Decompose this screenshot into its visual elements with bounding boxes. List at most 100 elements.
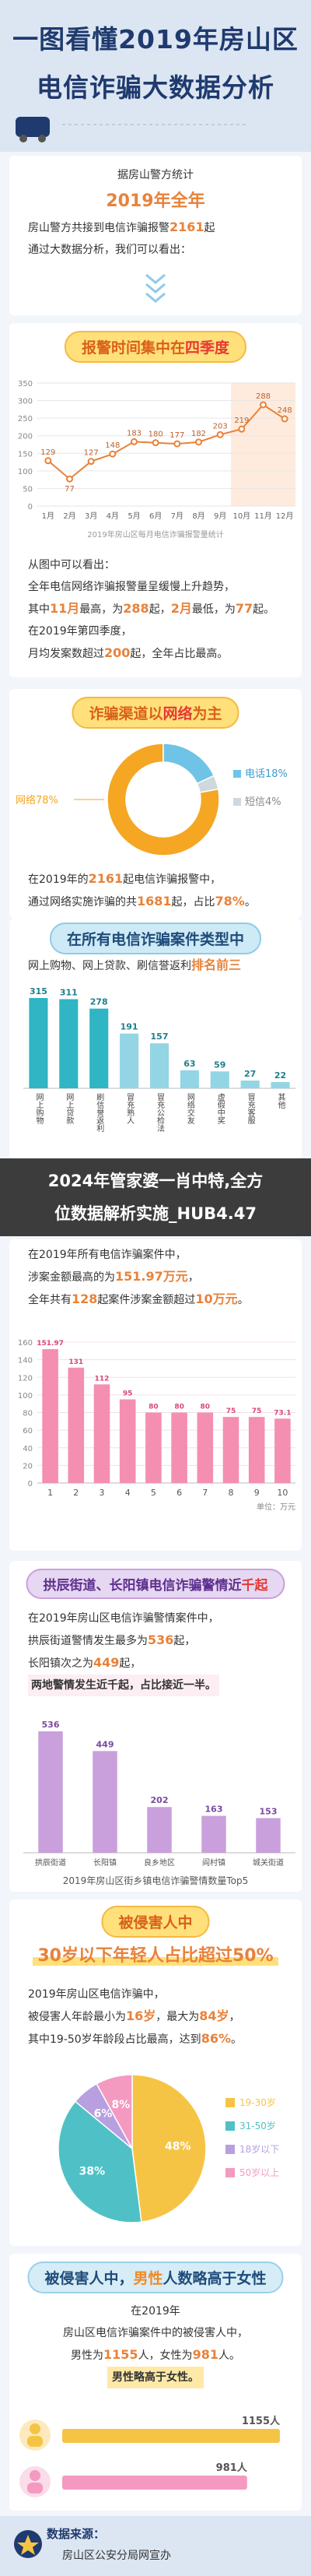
x-tick-label: 6月 — [149, 511, 162, 521]
section-text: 在2019年 房山区电信诈骗案件中的被侵害人中， 男性为1155人，女性为981人。… — [23, 2300, 288, 2388]
person-head — [30, 2423, 40, 2434]
text-line: 被侵害人年龄最小为16岁，最大为84岁， — [28, 2005, 292, 2028]
section-text: 在2019年房山区电信诈骗警情案件中， 拱辰街道警情发生最多为536起， 长阳镇次之… — [28, 1608, 292, 1696]
point — [87, 458, 95, 466]
x-tick-label: 刷信誉返利 — [95, 1093, 104, 1132]
text: 涉案金额最高的为 — [28, 1271, 115, 1284]
bar — [93, 1384, 110, 1483]
highlight-text: 84岁 — [199, 2008, 229, 2023]
footer-label: 数据来源： — [47, 2527, 106, 2541]
highlight-text: 50% — [232, 1946, 274, 1966]
bar — [271, 1081, 290, 1088]
data-label: 73.1 — [274, 1409, 291, 1417]
legend-swatch — [225, 2121, 235, 2131]
x-tick-label: 1 — [47, 1488, 53, 1498]
x-tick-label: 9月 — [214, 511, 226, 521]
section-heading: 在所有电信诈骗案件类型中 — [49, 923, 262, 954]
subheading-text: 30岁以下年轻人占比超过50% — [33, 1946, 278, 1966]
text: 以下年轻人占比超过 — [78, 1946, 232, 1966]
data-label: 981人 — [216, 2462, 248, 2474]
value-label: 38% — [79, 2165, 106, 2177]
x-tick-label: 网络交友 — [185, 1093, 194, 1125]
unit-label: 单位：万元 — [257, 1502, 295, 1512]
text-line: 涉案金额最高的为151.97万元， — [28, 1266, 292, 1288]
header: 一图看懂2019年房山区 电信诈骗大数据分析 — [0, 0, 311, 152]
text: 人。 — [218, 2349, 240, 2362]
legend-swatch — [233, 798, 241, 806]
text: 起。 — [253, 603, 275, 616]
data-label: 131 — [68, 1358, 83, 1366]
bar — [120, 1033, 139, 1088]
person-icon — [19, 2466, 51, 2497]
slice — [96, 2074, 133, 2149]
text: 。 — [230, 2033, 242, 2046]
chevron — [145, 292, 166, 303]
highlight-text: 排名前三 — [191, 958, 242, 972]
bar — [38, 1731, 63, 1853]
hbar-chart: 1155人 981人 — [19, 2415, 281, 2497]
text-line: 其中11月最高，为288起，2月最低，为77起。 — [28, 598, 292, 620]
point — [173, 440, 181, 448]
data-label: 536 — [42, 1720, 60, 1730]
legend-label: 50岁以上 — [239, 2167, 279, 2178]
text: 两地警情发生近千起，占比接近一半。 — [31, 1679, 216, 1692]
text: 其中19-50岁年龄段占比最高，达到 — [28, 2033, 201, 2046]
chart-caption: 2019年房山区街乡镇电信诈骗警情数量Top5 — [63, 1875, 248, 1886]
text-line: 房山警方共接到电信诈骗报警2161起 — [28, 216, 292, 239]
legend-label: 网络 — [16, 794, 36, 807]
y-tick-label: 0 — [28, 1480, 33, 1488]
y-tick-label: 140 — [18, 1357, 33, 1365]
text: 在2019年所有电信诈骗案件中， — [28, 1249, 187, 1261]
text: 最高，为 — [79, 603, 124, 616]
line — [47, 403, 285, 480]
x-tick-label: 10 — [277, 1488, 288, 1498]
x-tick-label: 1月 — [42, 511, 54, 521]
y-tick-label: 0 — [28, 503, 33, 511]
text: 被侵害人中 — [118, 1914, 193, 1931]
legend-label: 19-30岁 — [239, 2096, 276, 2108]
x-tick-label: 冒充公检法 — [156, 1093, 165, 1133]
banner-line: 2024年管家婆一肖中特,全方 — [47, 1172, 264, 1190]
bar — [248, 1417, 265, 1483]
text-line: 其中19-50岁年龄段占比最高，达到86%。 — [28, 2028, 292, 2051]
data-label: 203 — [213, 422, 228, 431]
text: ， — [187, 1271, 199, 1284]
data-label: 288 — [256, 392, 271, 401]
bar — [89, 1008, 109, 1088]
text: 人，女性为 — [138, 2349, 193, 2362]
x-tick-label: 4 — [125, 1488, 131, 1498]
text-line: 男性为1155人，女性为981人。 — [23, 2344, 288, 2367]
slice — [107, 743, 220, 856]
x-tick-label: 拱辰街道 — [35, 1857, 66, 1868]
bar — [62, 2429, 280, 2443]
bar — [256, 1818, 281, 1853]
value-label: 8% — [111, 2099, 130, 2111]
text: 男性为 — [71, 2349, 104, 2362]
point — [238, 425, 246, 433]
header-deco — [16, 117, 249, 142]
bar — [149, 1043, 169, 1088]
pie-chart: 48% 19-30岁 38% 31-50岁 6% 18岁以下 8% 50岁以上 — [58, 2074, 279, 2223]
intro-source: 据房山警方统计 — [117, 169, 194, 181]
footer: 数据来源： 房山区公安分局网宣办 — [0, 2516, 311, 2576]
point — [216, 431, 224, 438]
x-tick-label: 7月 — [171, 511, 183, 521]
text: 其中 — [28, 603, 50, 616]
text-line: 拱辰街道警情发生最多为536起， — [28, 1629, 292, 1652]
data-label: 219 — [234, 416, 249, 425]
intro-card: 据房山警方统计 2019年全年 房山警方共接到电信诈骗报警2161起 通过大数据分… — [9, 156, 302, 315]
y-tick-label: 60 — [23, 1427, 33, 1436]
text: 。 — [237, 1294, 249, 1306]
point — [152, 439, 159, 447]
data-label: 22 — [274, 1070, 286, 1081]
chevron — [145, 283, 166, 293]
data-label: 202 — [151, 1795, 169, 1805]
highlight-text: 449 — [93, 1655, 120, 1670]
highlight-text: 30岁 — [37, 1946, 79, 1966]
bar — [240, 1081, 260, 1088]
slice — [162, 743, 215, 785]
x-tick-label: 11月 — [254, 511, 272, 521]
bar — [145, 1412, 162, 1483]
data-label: 278 — [90, 997, 108, 1007]
bar — [62, 2476, 247, 2490]
